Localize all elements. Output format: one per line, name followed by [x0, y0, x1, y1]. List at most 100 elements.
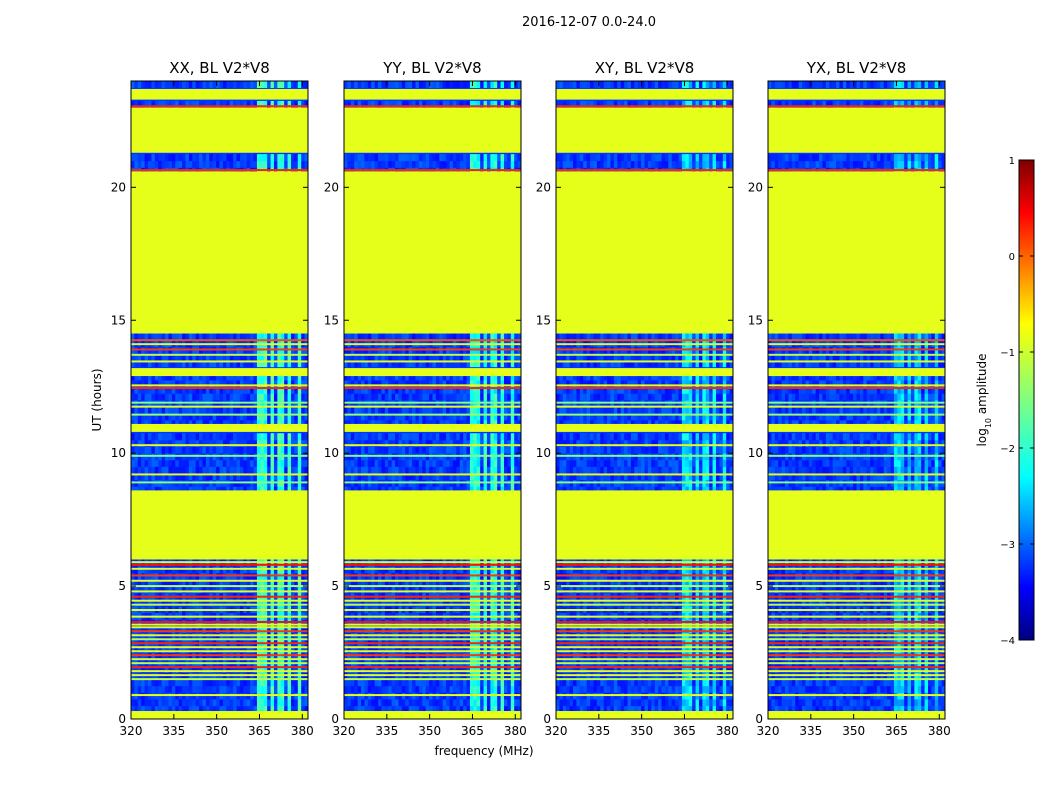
- heatmap-cell: [483, 380, 488, 388]
- heatmap-cell: [486, 386, 491, 394]
- heatmap-cell: [209, 406, 214, 414]
- heatmap-cell: [185, 645, 190, 653]
- heatmap-cell: [466, 625, 471, 634]
- heatmap-cell: [178, 81, 183, 89]
- heatmap-cell: [507, 699, 512, 707]
- heatmap-cell: [188, 419, 193, 427]
- heatmap-cell: [209, 699, 214, 707]
- heatmap-cell: [148, 446, 152, 454]
- heatmap-cell: [503, 413, 508, 421]
- heatmap-cell: [205, 625, 210, 634]
- heatmap-cell: [209, 473, 214, 481]
- heatmap-cell: [350, 705, 355, 713]
- heatmap-cell: [514, 433, 518, 441]
- heatmap-cell: [175, 433, 180, 441]
- heatmap-cell: [144, 599, 149, 607]
- heatmap-cell: [473, 586, 478, 594]
- heatmap-cell: [344, 406, 348, 414]
- heatmap-cell: [480, 473, 484, 481]
- heatmap-cell: [384, 625, 389, 634]
- heatmap-cell: [476, 579, 481, 587]
- heatmap-cell: [476, 645, 481, 653]
- heatmap-cell: [178, 100, 183, 108]
- heatmap-cell: [277, 579, 282, 587]
- heatmap-cell: [371, 599, 376, 607]
- heatmap-cell: [388, 679, 393, 687]
- heatmap-cell: [188, 439, 193, 447]
- heatmap-cell: [408, 579, 413, 587]
- heatmap-cell: [469, 599, 474, 607]
- heatmap-cell: [168, 679, 173, 687]
- heatmap-cell: [175, 685, 180, 693]
- flag-line: [131, 646, 308, 649]
- heatmap-cell: [395, 360, 399, 368]
- heatmap-cell: [503, 473, 508, 481]
- heatmap-cell: [439, 380, 444, 388]
- heatmap-cell: [287, 439, 292, 447]
- heatmap-cell: [131, 699, 135, 707]
- heatmap-cell: [439, 486, 444, 494]
- heatmap-cell: [192, 439, 197, 447]
- heatmap-cell: [304, 473, 308, 481]
- heatmap-cell: [178, 386, 183, 394]
- heatmap-cell: [284, 439, 288, 447]
- heatmap-cell: [493, 433, 498, 441]
- heatmap-cell: [429, 419, 433, 427]
- flag-line: [131, 670, 308, 673]
- heatmap-cell: [216, 393, 220, 401]
- heatmap-cell: [418, 625, 423, 634]
- heatmap-cell: [381, 353, 386, 361]
- heatmap-cell: [277, 486, 282, 494]
- heatmap-cell: [391, 685, 396, 693]
- heatmap-cell: [497, 380, 501, 388]
- heatmap-cell: [490, 439, 495, 447]
- heatmap-cell: [514, 665, 518, 673]
- heatmap-cell: [273, 699, 278, 707]
- heatmap-cell: [294, 81, 299, 89]
- heatmap-cell: [134, 685, 139, 693]
- heatmap-cell: [158, 466, 163, 474]
- heatmap-cell: [483, 459, 488, 467]
- heatmap-cell: [185, 665, 190, 673]
- heatmap-cell: [466, 586, 471, 594]
- heatmap-cell: [185, 473, 190, 481]
- heatmap-cell: [216, 625, 220, 634]
- heatmap-cell: [246, 645, 251, 653]
- heatmap-cell: [357, 473, 362, 481]
- heatmap-cell: [256, 333, 261, 341]
- heatmap-cell: [384, 406, 389, 414]
- heatmap-cell: [480, 466, 484, 474]
- heatmap-cell: [246, 466, 251, 474]
- heatmap-cell: [476, 380, 481, 388]
- heatmap-cell: [374, 645, 379, 653]
- heatmap-cell: [246, 413, 251, 421]
- heatmap-cell: [151, 433, 156, 441]
- heatmap-cell: [429, 439, 433, 447]
- heatmap-cell: [277, 406, 282, 414]
- flag-line: [131, 694, 308, 697]
- heatmap-cell: [476, 705, 481, 713]
- heatmap-cell: [219, 665, 224, 673]
- heatmap-cell: [446, 433, 450, 441]
- heatmap-cell: [270, 360, 275, 368]
- heatmap-cell: [144, 81, 149, 89]
- heatmap-cell: [175, 439, 180, 447]
- heatmap-cell: [452, 459, 457, 467]
- heatmap-cell: [226, 625, 231, 634]
- heatmap-cell: [469, 699, 474, 707]
- heatmap-cell: [398, 486, 403, 494]
- heatmap-cell: [493, 705, 498, 713]
- heatmap-cell: [158, 406, 163, 414]
- heatmap-cell: [270, 406, 275, 414]
- heatmap-cell: [131, 625, 135, 634]
- heatmap-cell: [384, 699, 389, 707]
- heatmap-cell: [287, 386, 292, 394]
- heatmap-cell: [226, 446, 231, 454]
- heatmap-cell: [384, 586, 389, 594]
- heatmap-cell: [350, 380, 355, 388]
- heatmap-cell: [137, 579, 142, 587]
- heatmap-cell: [418, 645, 423, 653]
- heatmap-cell: [219, 645, 224, 653]
- heatmap-cell: [480, 645, 484, 653]
- heatmap-cell: [347, 586, 352, 594]
